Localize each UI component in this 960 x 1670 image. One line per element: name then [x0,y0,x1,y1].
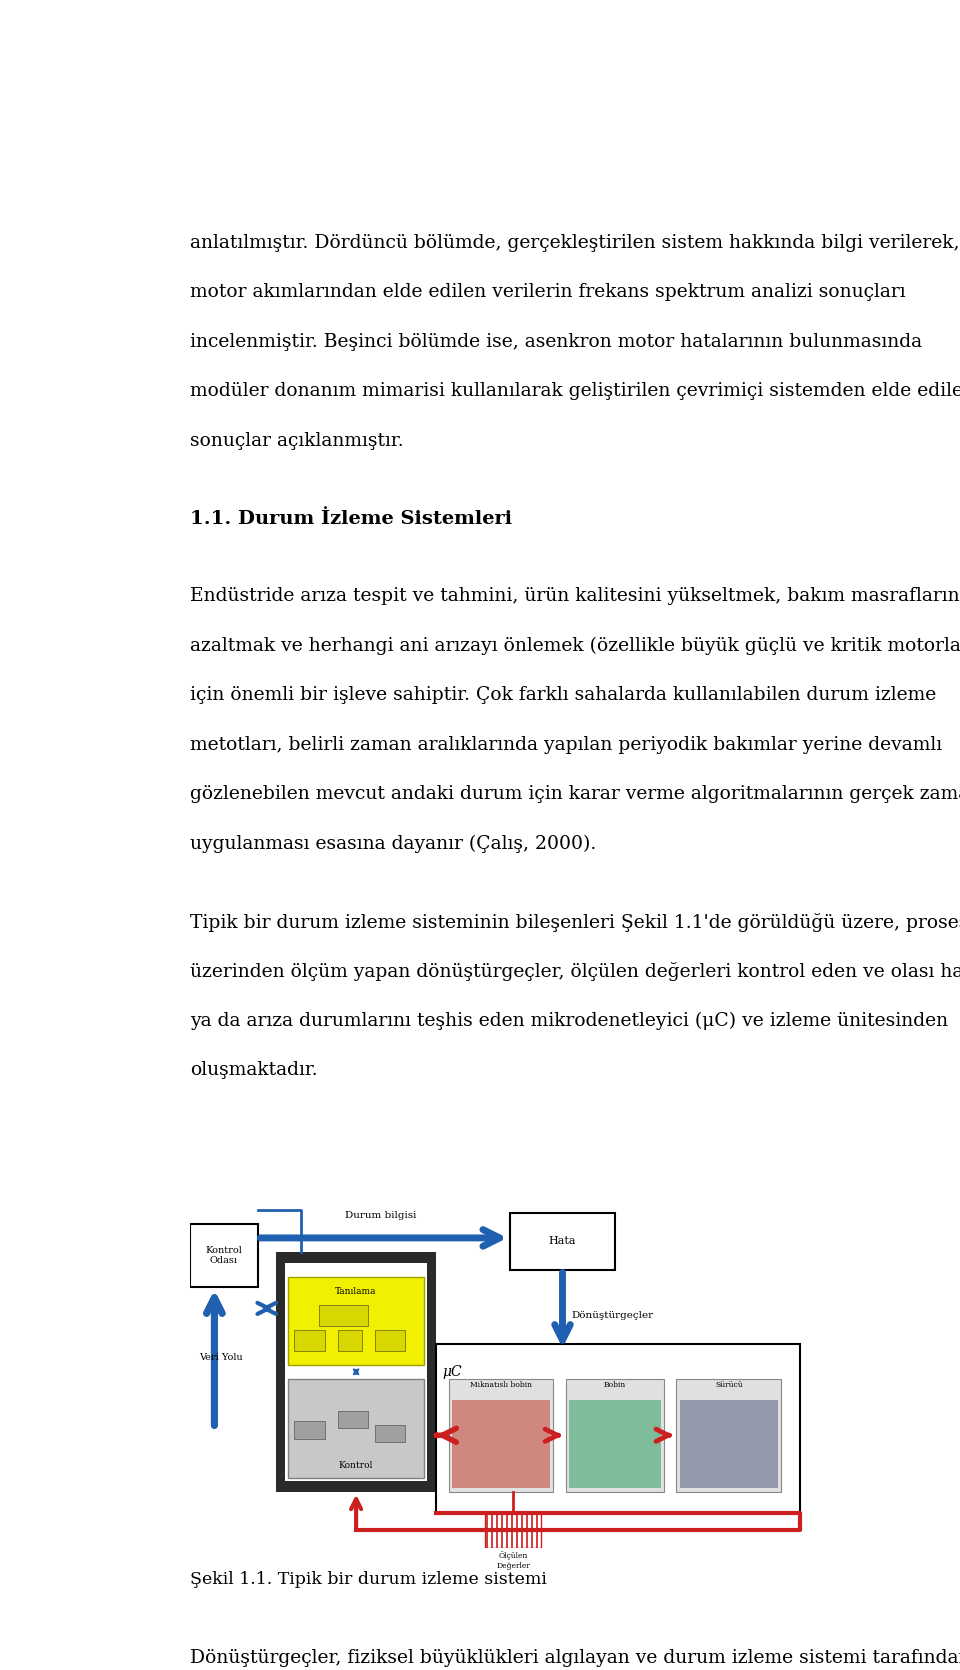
Text: motor akımlarından elde edilen verilerin frekans spektrum analizi sonuçları: motor akımlarından elde edilen verilerin… [190,284,905,301]
Text: 1.1. Durum İzleme Sistemleri: 1.1. Durum İzleme Sistemleri [190,509,512,528]
Text: Endüstride arıza tespit ve tahmini, ürün kalitesini yükseltmek, bakım masrafları: Endüstride arıza tespit ve tahmini, ürün… [190,588,960,606]
Text: ya da arıza durumlarını teşhis eden mikrodenetleyici (μC) ve izleme ünitesinden: ya da arıza durumlarını teşhis eden mikr… [190,1012,948,1030]
Text: gözlenebilen mevcut andaki durum için karar verme algoritmalarının gerçek zamanl: gözlenebilen mevcut andaki durum için ka… [190,785,960,803]
Text: modüler donanım mimarisi kullanılarak geliştirilen çevrimiçi sistemden elde edil: modüler donanım mimarisi kullanılarak ge… [190,382,960,401]
Text: 3: 3 [487,1441,497,1458]
Text: oluşmaktadır.: oluşmaktadır. [190,1062,318,1079]
Text: incelenmiştir. Beşinci bölümde ise, asenkron motor hatalarının bulunmasında: incelenmiştir. Beşinci bölümde ise, asen… [190,332,922,351]
Text: üzerinden ölçüm yapan dönüştürgeçler, ölçülen değerleri kontrol eden ve olası ha: üzerinden ölçüm yapan dönüştürgeçler, öl… [190,962,960,982]
Text: Şekil 1.1. Tipik bir durum izleme sistemi: Şekil 1.1. Tipik bir durum izleme sistem… [190,1571,546,1588]
Text: için önemli bir işleve sahiptir. Çok farklı sahalarda kullanılabilen durum izlem: için önemli bir işleve sahiptir. Çok far… [190,686,936,705]
Text: Dönüştürgeçler, fiziksel büyüklükleri algılayan ve durum izleme sistemi tarafınd: Dönüştürgeçler, fiziksel büyüklükleri al… [190,1648,960,1667]
Text: Tipik bir durum izleme sisteminin bileşenleri Şekil 1.1'de görüldüğü üzere, pros: Tipik bir durum izleme sisteminin bileşe… [190,913,960,932]
Text: metotları, belirli zaman aralıklarında yapılan periyodik bakımlar yerine devamlı: metotları, belirli zaman aralıklarında y… [190,736,942,753]
Text: azaltmak ve herhangi ani arızayı önlemek (özellikle büyük güçlü ve kritik motorl: azaltmak ve herhangi ani arızayı önlemek… [190,636,960,655]
Text: anlatılmıştır. Dördüncü bölümde, gerçekleştirilen sistem hakkında bilgi verilere: anlatılmıştır. Dördüncü bölümde, gerçekl… [190,234,959,252]
Text: uygulanması esasına dayanır (Çalış, 2000).: uygulanması esasına dayanır (Çalış, 2000… [190,835,596,853]
Text: sonuçlar açıklanmıştır.: sonuçlar açıklanmıştır. [190,433,403,449]
